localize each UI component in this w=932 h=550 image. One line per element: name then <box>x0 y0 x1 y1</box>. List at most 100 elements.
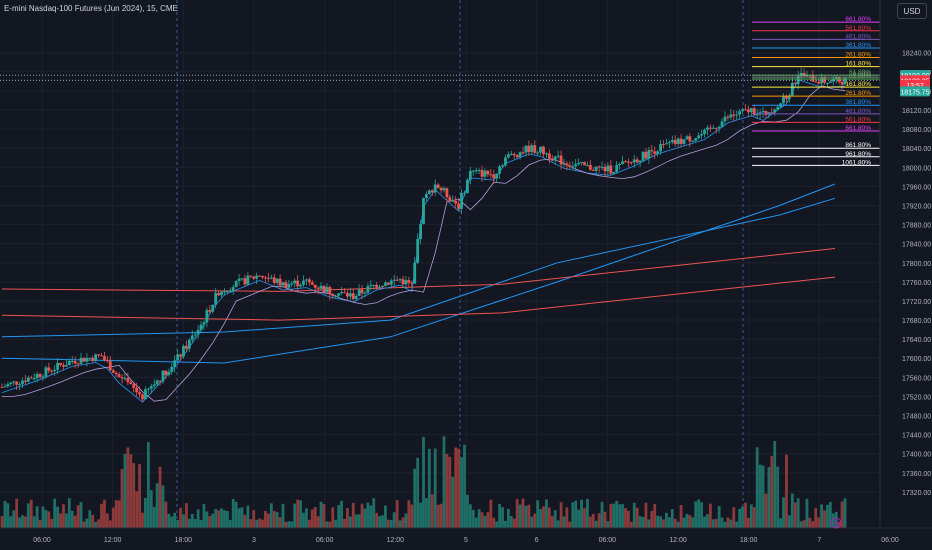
volume-bar <box>588 516 592 528</box>
volume-bar <box>91 514 95 528</box>
candle-body <box>823 77 826 83</box>
volume-bar <box>255 519 259 528</box>
candle-body <box>144 389 147 400</box>
candle-body <box>685 136 689 140</box>
price-tick-label: 18000.00 <box>902 165 931 172</box>
volume-bar <box>828 501 832 528</box>
volume-bar <box>205 511 209 528</box>
volume-bar <box>591 513 595 528</box>
volume-bar <box>524 505 528 528</box>
volume-bar <box>492 517 496 528</box>
volume-bar <box>398 520 402 528</box>
volume-bar <box>26 503 30 528</box>
volume-bar <box>208 516 212 528</box>
volume-bar <box>18 517 21 528</box>
volume-bar <box>486 512 490 528</box>
volume-bar <box>369 505 373 528</box>
volume-bar <box>667 517 671 528</box>
volume-bar <box>278 517 282 528</box>
volume-bar <box>363 508 367 528</box>
volume-bar <box>738 508 742 528</box>
candle-body <box>747 109 750 113</box>
candle-body <box>504 157 507 166</box>
moving-average-line <box>1 197 836 338</box>
candle-body <box>287 284 291 288</box>
volume-bar <box>32 516 36 528</box>
candle-body <box>565 163 569 166</box>
candle-body <box>290 283 294 285</box>
volume-bar <box>161 485 165 528</box>
candle-body <box>35 374 39 379</box>
candle-body <box>738 111 742 115</box>
volume-bar <box>498 503 502 528</box>
candle-body <box>328 287 332 295</box>
candle-body <box>521 152 525 154</box>
volume-bar <box>831 513 835 528</box>
volume-bar <box>132 463 136 528</box>
candle-body <box>135 387 139 393</box>
candle-body <box>612 171 616 174</box>
candle-body <box>831 79 835 82</box>
volume-bar <box>410 504 414 528</box>
volume-bar <box>3 500 7 528</box>
volume-bar <box>348 516 352 528</box>
candle-body <box>720 121 724 127</box>
volume-bar <box>384 505 387 528</box>
volume-bar <box>419 502 422 528</box>
candle-body <box>305 279 308 281</box>
candle-body <box>32 378 36 380</box>
price-tick-label: 17720.00 <box>902 299 931 306</box>
volume-bar <box>372 498 376 528</box>
price-badge-label: 18175.75 <box>900 89 929 96</box>
candle-body <box>785 96 788 99</box>
candle-body <box>91 357 95 362</box>
volume-bar <box>764 493 768 528</box>
candle-body <box>240 278 244 280</box>
currency-button[interactable]: USD <box>897 3 927 19</box>
volume-bar <box>665 512 668 528</box>
candle-body <box>574 164 578 167</box>
candle-body <box>480 170 484 177</box>
candle-body <box>559 155 563 165</box>
fib-level-label: 0.00% <box>853 71 872 78</box>
price-tick-label: 17640.00 <box>902 337 931 344</box>
candle-body <box>460 193 463 209</box>
candle-body <box>761 111 765 113</box>
time-tick-label: 06:00 <box>316 537 334 544</box>
price-tick-label: 18120.00 <box>902 108 931 115</box>
candle-body <box>442 188 446 191</box>
candle-body <box>369 285 373 287</box>
moving-average-line <box>2 85 846 402</box>
volume-bar <box>779 518 783 528</box>
volume-bar <box>50 518 54 528</box>
volume-bar <box>650 510 654 528</box>
candle-body <box>404 280 408 285</box>
volume-bar <box>691 517 695 528</box>
volume-bar <box>319 501 323 528</box>
candle-body <box>176 354 180 361</box>
time-axis: 06:00 12:00 18:00 3 06:00 12:00 5 6 06:00 12:00 18… <box>0 527 932 544</box>
volume-bar <box>305 508 308 528</box>
volume-bar <box>682 517 686 528</box>
fibonacci-levels: 661.80%561.80%461.80%361.80%261.80%161.8… <box>752 16 880 166</box>
candle-body <box>44 367 48 377</box>
volume-bar <box>296 499 300 528</box>
candle-body <box>108 361 112 371</box>
lightning-icon[interactable] <box>830 517 842 529</box>
candle-body <box>193 334 197 336</box>
candle-body <box>741 109 744 112</box>
volume-bar <box>626 510 630 528</box>
volume-bar <box>741 506 744 528</box>
volume-bar <box>697 499 701 528</box>
candle-body <box>644 151 648 159</box>
volume-bar <box>6 503 10 528</box>
volume-bar <box>647 519 651 528</box>
volume-bar <box>694 501 698 528</box>
candle-body <box>205 310 209 323</box>
price-badges: 18193.0018182.2513:5718175.75 <box>900 70 930 97</box>
volume-bar <box>217 510 221 528</box>
candle-body <box>337 293 341 296</box>
candle-body <box>682 139 686 144</box>
candle-body <box>416 239 420 263</box>
